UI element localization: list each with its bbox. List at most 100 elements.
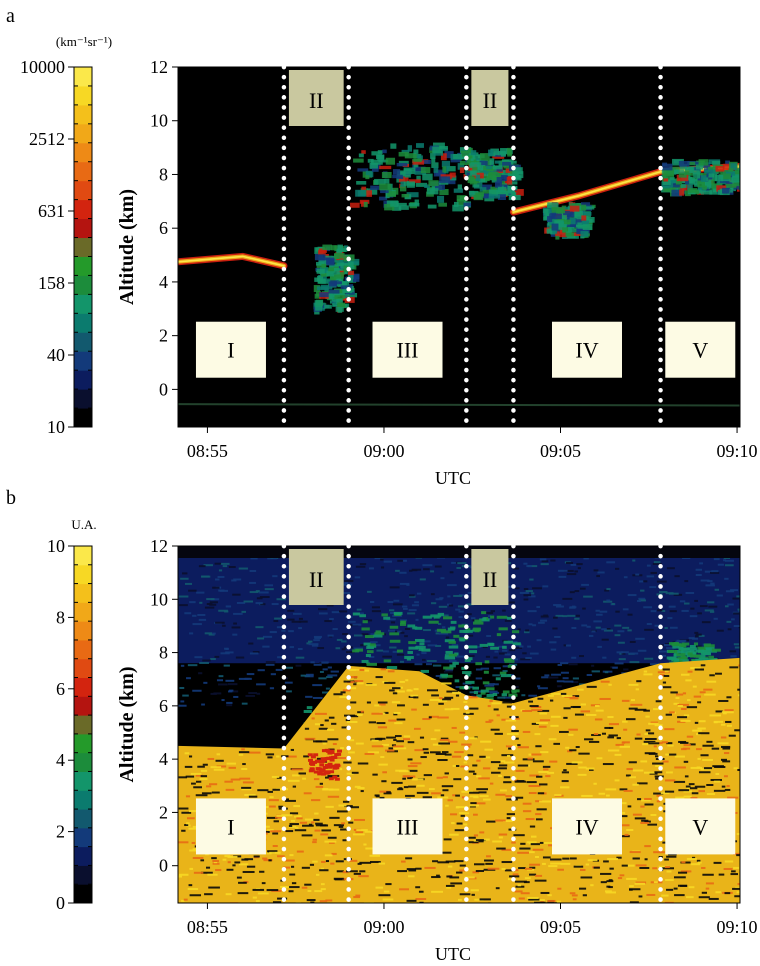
panel-label: b	[6, 487, 16, 509]
y-tick-label: 8	[159, 643, 168, 663]
x-tick-label: 09:00	[363, 917, 404, 937]
colorbar-swatch	[74, 733, 92, 754]
region-label-text: I	[227, 814, 234, 839]
colorbar-swatch	[74, 696, 92, 716]
colorbar-swatch	[74, 218, 92, 239]
colorbar-unit: U.A.	[71, 517, 96, 532]
colorbar-swatch	[74, 827, 92, 848]
region-label-V: V	[665, 321, 736, 378]
x-axis-title: UTC	[435, 944, 471, 964]
colorbar-swatch	[74, 865, 92, 885]
region-label-text: IV	[575, 814, 598, 839]
colorbar-swatch	[74, 790, 92, 810]
colorbar-tick-label: 2512	[29, 129, 65, 149]
region-label-text: II	[309, 88, 324, 113]
y-tick-label: 0	[159, 379, 168, 399]
colorbar-swatch	[74, 180, 92, 201]
colorbar-swatch	[74, 351, 92, 371]
colorbar-swatch	[74, 546, 92, 566]
x-tick-label: 09:05	[540, 917, 581, 937]
y-tick-label: 12	[150, 536, 168, 556]
colorbar: 10 40 158 631 2512 10000 (km⁻¹sr⁻¹)	[20, 34, 112, 437]
x-tick-label: 09:10	[717, 441, 758, 461]
colorbar-tick-label: 8	[56, 607, 65, 627]
region-label-II: II	[288, 70, 344, 126]
colorbar-swatch	[74, 752, 92, 772]
colorbar-tick-label: 10	[47, 536, 65, 556]
colorbar-swatch	[74, 237, 92, 257]
y-tick-label: 0	[159, 856, 168, 876]
y-tick-label: 4	[159, 272, 168, 292]
y-tick-label: 10	[150, 589, 168, 609]
colorbar-swatch	[74, 846, 92, 866]
region-label-text: IV	[575, 338, 598, 363]
colorbar-swatch	[74, 256, 92, 276]
y-axis-title: Altitude (km)	[116, 189, 138, 305]
x-tick-label: 09:05	[540, 441, 581, 461]
colorbar-tick-label: 40	[47, 345, 65, 365]
panel-label: a	[6, 5, 15, 27]
region-label-text: I	[227, 338, 234, 363]
region-label-III: III	[372, 321, 443, 378]
colorbar-swatch	[74, 602, 92, 622]
colorbar-swatch	[74, 564, 92, 585]
colorbar-unit: (km⁻¹sr⁻¹)	[56, 34, 112, 49]
colorbar-tick-label: 2	[56, 822, 65, 842]
y-tick-label: 6	[159, 696, 168, 716]
y-tick-label: 6	[159, 218, 168, 238]
colorbar-swatch	[74, 658, 92, 679]
colorbar-swatch	[74, 408, 92, 428]
y-tick-label: 12	[150, 57, 168, 77]
colorbar-tick-label: 6	[56, 679, 65, 699]
y-tick-label: 10	[150, 111, 168, 131]
colorbar-swatch	[74, 199, 92, 220]
colorbar-swatch	[74, 715, 92, 735]
colorbar-swatch	[74, 313, 92, 333]
colorbar-tick-label: 631	[38, 201, 65, 221]
colorbar-tick-label: 0	[56, 893, 65, 913]
x-tick-label: 08:55	[187, 917, 228, 937]
region-label-text: II	[309, 567, 324, 592]
region-label-IV: IV	[551, 798, 622, 855]
colorbar-swatch	[74, 123, 92, 144]
colorbar-swatch	[74, 161, 92, 182]
colorbar-swatch	[74, 332, 92, 352]
colorbar: 0 2 4 6 8 10 U.A.	[47, 517, 97, 913]
colorbar-swatch	[74, 370, 92, 390]
y-tick-label: 2	[159, 802, 168, 822]
colorbar-swatch	[74, 677, 92, 697]
colorbar-tick-label: 158	[38, 273, 65, 293]
colorbar-tick-label: 10	[47, 417, 65, 437]
colorbar-swatch	[74, 294, 92, 314]
colorbar-swatch	[74, 583, 92, 603]
region-label-III: III	[372, 798, 443, 855]
colorbar-swatch	[74, 639, 92, 660]
colorbar-tick-label: 4	[56, 750, 65, 770]
region-label-text: V	[692, 338, 708, 363]
region-label-text: II	[483, 567, 498, 592]
colorbar-swatch	[74, 621, 92, 641]
region-label-II: II	[471, 549, 509, 605]
colorbar-tick-label: 10000	[20, 57, 65, 77]
colorbar-swatch	[74, 771, 92, 791]
colorbar-swatch	[74, 389, 92, 409]
colorbar-swatch	[74, 104, 92, 125]
region-label-II: II	[288, 549, 344, 605]
colorbar-swatch	[74, 67, 92, 87]
y-tick-label: 8	[159, 164, 168, 184]
region-label-text: II	[483, 88, 498, 113]
colorbar-swatch	[74, 142, 92, 163]
panel-a: a1040158631251210000(km⁻¹sr⁻¹)IIIIIIIIIV…	[6, 5, 758, 488]
region-label-text: III	[397, 814, 419, 839]
y-tick-label: 2	[159, 326, 168, 346]
region-label-I: I	[195, 798, 266, 855]
region-label-II: II	[471, 70, 509, 126]
region-label-text: V	[692, 814, 708, 839]
region-label-text: III	[397, 338, 419, 363]
colorbar-swatch	[74, 809, 92, 829]
x-tick-label: 09:10	[717, 917, 758, 937]
colorbar-swatch	[74, 85, 92, 106]
x-tick-label: 09:00	[363, 441, 404, 461]
region-label-I: I	[195, 321, 266, 378]
